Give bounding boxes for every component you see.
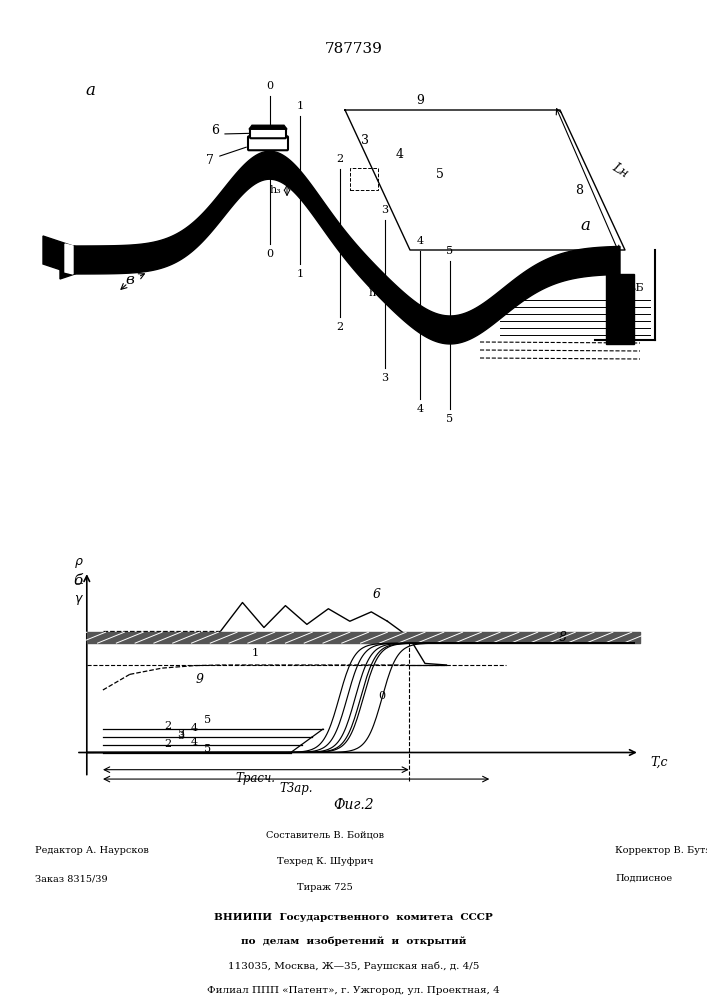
Text: $\rho$: $\rho$ (74, 556, 83, 570)
Text: h₄: h₄ (368, 288, 380, 298)
Text: 4: 4 (191, 737, 198, 747)
Text: 4: 4 (416, 404, 423, 414)
Text: 5: 5 (446, 246, 454, 256)
Text: а: а (85, 82, 95, 99)
Text: 2: 2 (164, 739, 171, 749)
Text: Техред К. Шуфрич: Техред К. Шуфрич (277, 856, 373, 865)
Text: 113035, Москва, Ж—35, Раушская наб., д. 4/5: 113035, Москва, Ж—35, Раушская наб., д. … (228, 962, 479, 971)
Polygon shape (606, 274, 634, 344)
Text: 5: 5 (436, 168, 444, 182)
Polygon shape (65, 244, 73, 274)
Text: 7: 7 (206, 153, 214, 166)
Text: 0: 0 (378, 691, 385, 701)
Text: $\gamma$: $\gamma$ (74, 593, 83, 607)
Text: 0: 0 (267, 249, 274, 259)
Text: 2: 2 (337, 154, 344, 164)
FancyBboxPatch shape (248, 136, 288, 150)
Text: Трасч.: Трасч. (236, 772, 276, 785)
Text: Филиал ППП «Патент», г. Ужгород, ул. Проектная, 4: Филиал ППП «Патент», г. Ужгород, ул. Про… (207, 986, 500, 995)
Text: Корректор В. Бутяга: Корректор В. Бутяга (615, 846, 707, 855)
Bar (350, 168, 378, 190)
Text: 1: 1 (296, 101, 303, 111)
Text: 8: 8 (575, 184, 583, 196)
Text: 8: 8 (559, 631, 567, 644)
Text: ТЗар.: ТЗар. (279, 782, 313, 795)
Text: 787739: 787739 (325, 42, 383, 56)
Polygon shape (43, 236, 73, 274)
Text: 9: 9 (196, 673, 204, 686)
Text: 4: 4 (416, 236, 423, 246)
Text: 6: 6 (373, 588, 380, 601)
Text: а: а (580, 217, 590, 233)
Text: T,c: T,c (650, 756, 668, 769)
Polygon shape (60, 246, 75, 279)
Text: 1: 1 (296, 269, 303, 279)
Text: в: в (126, 273, 134, 287)
Text: 2: 2 (337, 322, 344, 332)
Text: —: — (74, 579, 83, 588)
Text: 3: 3 (177, 729, 185, 739)
Text: 3: 3 (382, 373, 389, 383)
Text: 3: 3 (177, 731, 185, 741)
Text: 4: 4 (396, 148, 404, 161)
Text: Подписное: Подписное (615, 874, 672, 883)
Text: 4: 4 (191, 723, 198, 733)
Text: ВНИИПИ  Государственного  комитета  СССР: ВНИИПИ Государственного комитета СССР (214, 912, 493, 922)
Polygon shape (70, 151, 620, 344)
Text: Тираж 725: Тираж 725 (298, 883, 353, 892)
Text: 3: 3 (382, 205, 389, 215)
Text: 1: 1 (252, 648, 259, 658)
Text: Фиг.2: Фиг.2 (333, 798, 374, 812)
Text: б: б (74, 574, 83, 588)
Text: ГВБ: ГВБ (620, 283, 643, 293)
Text: 5: 5 (446, 414, 454, 424)
Text: h₃: h₃ (269, 185, 281, 195)
Text: Lн: Lн (610, 160, 631, 180)
Text: 3: 3 (361, 133, 369, 146)
Text: Заказ 8315/39: Заказ 8315/39 (35, 874, 108, 883)
Text: 5: 5 (204, 744, 211, 754)
Text: 5: 5 (204, 715, 211, 725)
Polygon shape (249, 125, 287, 129)
Text: 2: 2 (164, 721, 171, 731)
Text: Редактор А. Наурсков: Редактор А. Наурсков (35, 846, 149, 855)
FancyBboxPatch shape (250, 128, 286, 138)
Text: 0: 0 (267, 81, 274, 91)
Text: 6: 6 (211, 123, 219, 136)
Text: 9: 9 (416, 94, 424, 107)
Text: по  делам  изобретений  и  открытий: по делам изобретений и открытий (241, 937, 466, 946)
Text: Составитель В. Бойцов: Составитель В. Бойцов (267, 830, 384, 839)
